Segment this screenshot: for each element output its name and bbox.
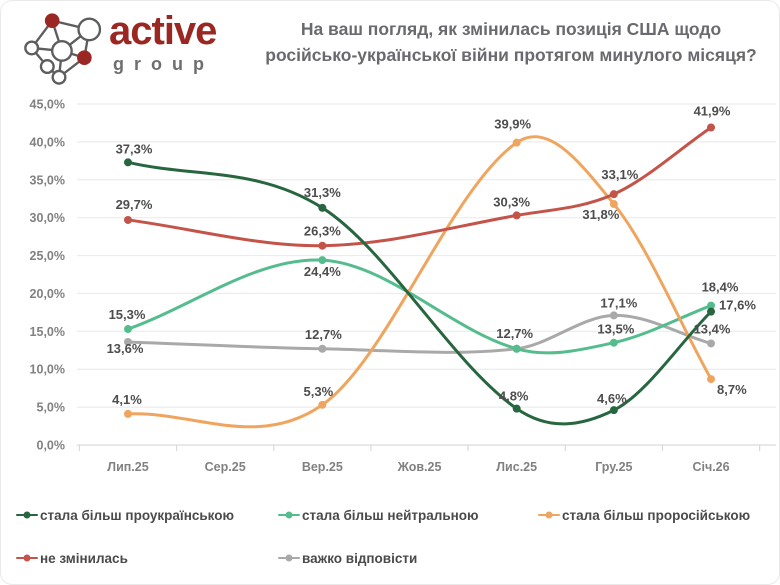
- legend-marker-icon: [16, 511, 38, 519]
- x-axis-category-label: Лип.25: [107, 460, 148, 474]
- data-point-label: 12,7%: [305, 327, 342, 342]
- data-point-label: 5,3%: [304, 384, 334, 399]
- data-point-label: 13,6%: [107, 341, 144, 356]
- data-point: [124, 158, 132, 167]
- data-point: [609, 190, 618, 199]
- data-point: [124, 325, 132, 334]
- chart-title-line2: російсько-української війни протягом мин…: [265, 45, 757, 66]
- series-line-1: [126, 258, 713, 355]
- y-axis-tick-label: 15,0%: [30, 325, 65, 339]
- data-point: [707, 123, 716, 132]
- legend-item-prorussian: стала більш проросійською: [538, 506, 771, 524]
- legend-item-hard-to-say: важко відповісти: [278, 549, 538, 567]
- x-axis-category-label: Лис.25: [496, 460, 537, 474]
- data-point-label: 30,3%: [493, 194, 530, 209]
- legend-label: не змінилась: [40, 550, 128, 566]
- data-point-label: 17,1%: [600, 295, 637, 310]
- data-point: [318, 344, 327, 353]
- x-axis-category-label: Жов.25: [397, 460, 442, 474]
- legend-label: стала більш проросійською: [562, 507, 751, 523]
- data-point: [512, 138, 521, 147]
- chart-title: На ваш погляд, як змінилась позиція США …: [246, 16, 776, 69]
- y-axis-tick-label: 40,0%: [30, 135, 65, 149]
- logo-text: active group: [109, 9, 217, 74]
- legend-marker-icon: [538, 511, 560, 519]
- data-point-label: 26,3%: [304, 224, 341, 239]
- y-axis-tick-label: 20,0%: [30, 287, 65, 301]
- legend-label: стала більш проукраїнською: [40, 507, 235, 523]
- legend-item-unchanged: не змінилась: [16, 549, 278, 567]
- x-axis-category-label: Січ.26: [692, 460, 729, 474]
- data-point: [318, 241, 327, 250]
- data-point-label: 33,1%: [601, 167, 638, 182]
- data-point: [609, 406, 618, 415]
- data-point: [609, 200, 618, 209]
- data-point-label: 15,3%: [109, 307, 146, 322]
- data-point: [512, 404, 521, 413]
- y-axis-tick-label: 30,0%: [30, 211, 65, 225]
- logo-brand-text: active: [109, 9, 217, 53]
- series-line-0: [126, 160, 713, 426]
- data-point-label: 18,4%: [702, 280, 739, 295]
- legend-marker-icon: [278, 554, 300, 562]
- data-point-label: 31,8%: [582, 207, 619, 222]
- data-point-label: 4,1%: [112, 392, 142, 407]
- data-point: [318, 400, 327, 409]
- y-axis-tick-label: 0,0%: [37, 439, 66, 453]
- legend-label: стала більш нейтральною: [302, 507, 479, 523]
- data-point: [707, 307, 716, 316]
- data-point: [124, 337, 132, 346]
- data-point-label: 17,6%: [719, 298, 756, 313]
- y-axis-tick-label: 10,0%: [30, 363, 65, 377]
- data-point-label: 31,3%: [304, 185, 341, 200]
- y-axis-tick-label: 35,0%: [30, 173, 65, 187]
- data-point-label: 13,4%: [694, 321, 731, 336]
- legend-marker-icon: [16, 554, 38, 562]
- series-line-4: [126, 313, 713, 354]
- data-point-label: 37,3%: [116, 141, 153, 156]
- legend-label: важко відповісти: [302, 550, 418, 566]
- data-point: [318, 203, 327, 212]
- logo: active group: [15, 7, 217, 87]
- legend-marker-icon: [278, 511, 300, 519]
- logo-network-icon: [24, 13, 102, 85]
- data-point-label: 4,6%: [597, 391, 627, 406]
- chart-title-line1: На ваш погляд, як змінилась позиція США …: [300, 19, 722, 39]
- data-point-label: 8,7%: [717, 382, 747, 397]
- data-point-label: 41,9%: [694, 103, 731, 118]
- chart-legend: стала більш проукраїнською стала більш н…: [16, 506, 771, 567]
- x-axis-category-label: Вер.25: [302, 460, 343, 474]
- data-point: [609, 338, 618, 347]
- legend-item-proukrainian: стала більш проукраїнською: [16, 506, 278, 524]
- series-line-3: [126, 125, 713, 248]
- y-axis-tick-label: 25,0%: [30, 249, 65, 263]
- logo-sub-text: group: [113, 54, 214, 74]
- data-point-label: 4,8%: [499, 389, 529, 404]
- data-point: [124, 215, 132, 224]
- data-point-label: 29,7%: [116, 197, 153, 212]
- data-point: [512, 344, 521, 353]
- data-point: [124, 409, 132, 418]
- data-point-label: 13,5%: [597, 322, 634, 337]
- data-point: [512, 211, 521, 220]
- series-line-2: [126, 135, 713, 429]
- data-point: [707, 339, 716, 348]
- y-axis-tick-label: 5,0%: [37, 401, 66, 415]
- legend-item-neutral: стала більш нейтральною: [278, 506, 538, 524]
- data-point-label: 39,9%: [494, 117, 531, 132]
- x-axis-category-label: Сер.25: [205, 460, 246, 474]
- data-point: [318, 256, 327, 265]
- data-point: [707, 301, 716, 310]
- data-point: [707, 375, 716, 384]
- y-axis-tick-label: 45,0%: [30, 98, 65, 112]
- data-point-label: 24,4%: [304, 264, 341, 279]
- data-point: [609, 311, 618, 320]
- x-axis-category-label: Гру.25: [595, 460, 632, 474]
- data-point-label: 12,7%: [496, 326, 533, 341]
